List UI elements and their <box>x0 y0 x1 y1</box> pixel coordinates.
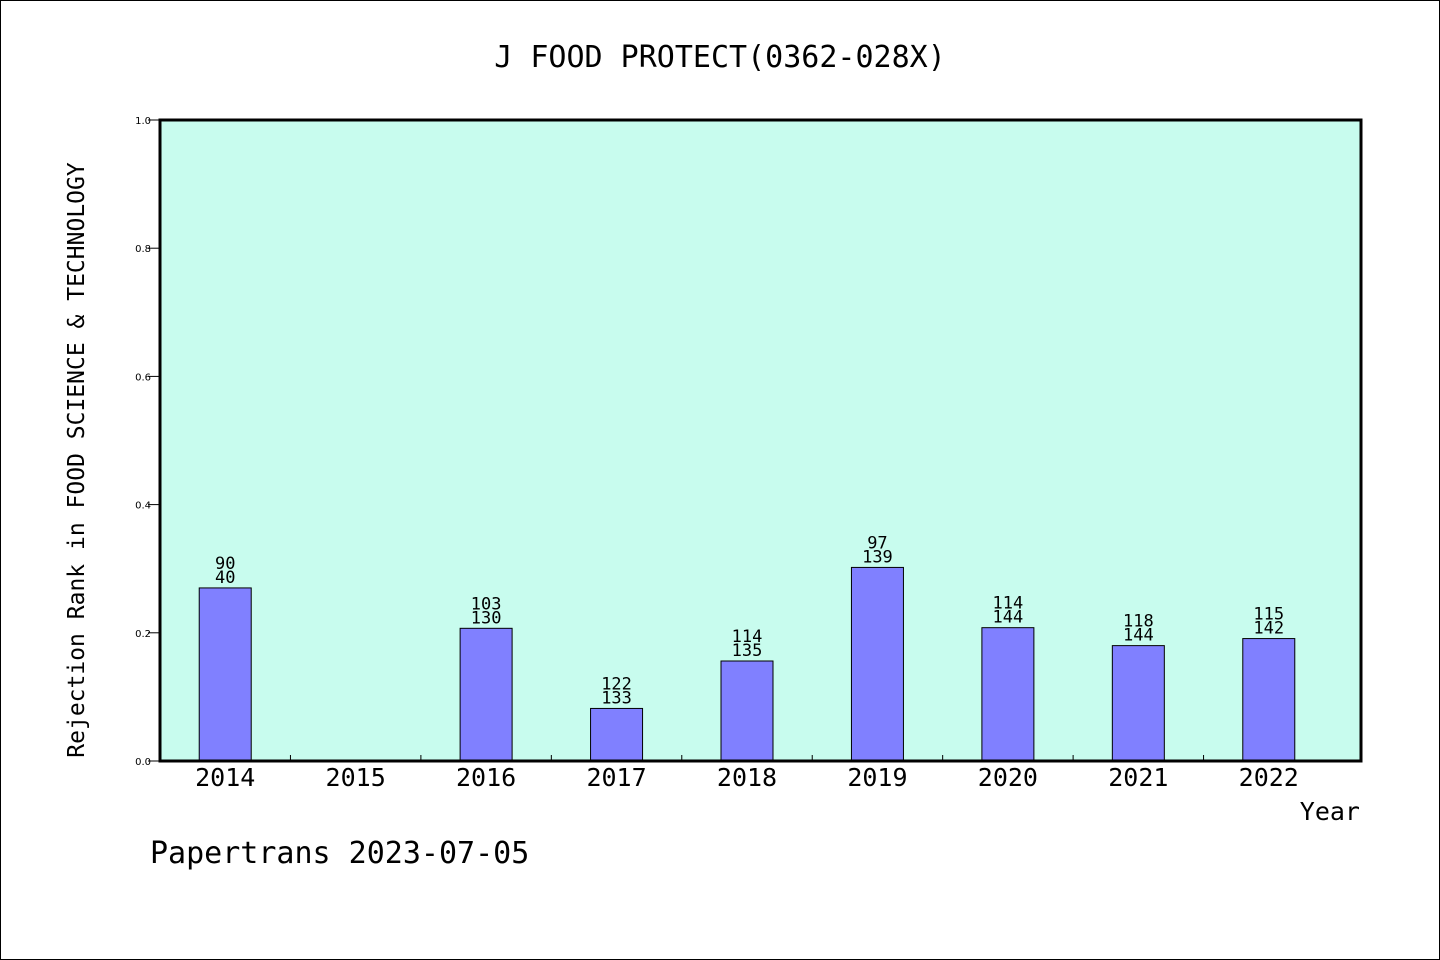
y-axis-label: Rejection Rank in FOOD SCIENCE & TECHNOL… <box>64 162 90 758</box>
bar-label-bottom: 135 <box>732 641 763 661</box>
bar-2016 <box>459 627 513 762</box>
bar-label-bottom: 139 <box>862 547 893 567</box>
bar-label-top: 122 <box>601 674 632 694</box>
bar-2018 <box>720 660 774 762</box>
bar-label-bottom: 40 <box>215 568 235 588</box>
x-tick-label: 2022 <box>1239 763 1299 792</box>
bar-label-top: 115 <box>1253 605 1284 625</box>
bar-label-top: 90 <box>215 554 235 574</box>
y-tick-label: 1.0 <box>135 116 151 127</box>
bar-label-bottom: 130 <box>471 608 502 628</box>
x-tick-label: 2019 <box>847 763 907 792</box>
bar-label-top: 118 <box>1123 612 1154 632</box>
y-tick-label: 0.0 <box>135 757 151 768</box>
bar-label-bottom: 144 <box>1123 626 1154 646</box>
bar-label-bottom: 142 <box>1253 619 1284 639</box>
y-axis: 0.0 0.2 0.4 0.6 0.8 1.0 <box>135 116 160 768</box>
x-tick-label: 2017 <box>586 763 646 792</box>
y-tick-label: 0.4 <box>135 501 151 512</box>
x-tick-label: 2021 <box>1108 763 1168 792</box>
x-tick-label: 2015 <box>326 763 386 792</box>
y-tick-label: 0.2 <box>135 629 151 640</box>
bar-2021 <box>1111 645 1165 762</box>
bar-label-top: 114 <box>993 594 1024 614</box>
x-axis: 2014 2015 2016 2017 2018 2019 2020 2021 2022 <box>195 755 1299 792</box>
x-axis-label: Year <box>1300 797 1360 826</box>
x-tick-label: 2016 <box>456 763 516 792</box>
bar-2014 <box>198 587 252 762</box>
credit-text: Papertrans 2023-07-05 <box>150 836 529 871</box>
bar-label-bottom: 133 <box>601 688 632 708</box>
x-tick-label: 2020 <box>978 763 1038 792</box>
bar-label-top: 114 <box>732 627 763 647</box>
bar-label-bottom: 144 <box>993 608 1024 628</box>
bar-2022 <box>1242 638 1296 762</box>
plot-border <box>158 118 1363 763</box>
chart-title: J FOOD PROTECT(0362-028X) <box>494 40 946 75</box>
bar-2017 <box>590 707 644 762</box>
y-tick-label: 0.8 <box>135 244 151 255</box>
bar-label-top: 103 <box>471 594 502 614</box>
x-tick-label: 2014 <box>195 763 255 792</box>
bar-label-top: 97 <box>867 533 887 553</box>
y-tick-label: 0.6 <box>135 372 151 383</box>
bar-2020 <box>981 627 1035 762</box>
bar-2019 <box>850 566 904 762</box>
x-tick-label: 2018 <box>717 763 777 792</box>
